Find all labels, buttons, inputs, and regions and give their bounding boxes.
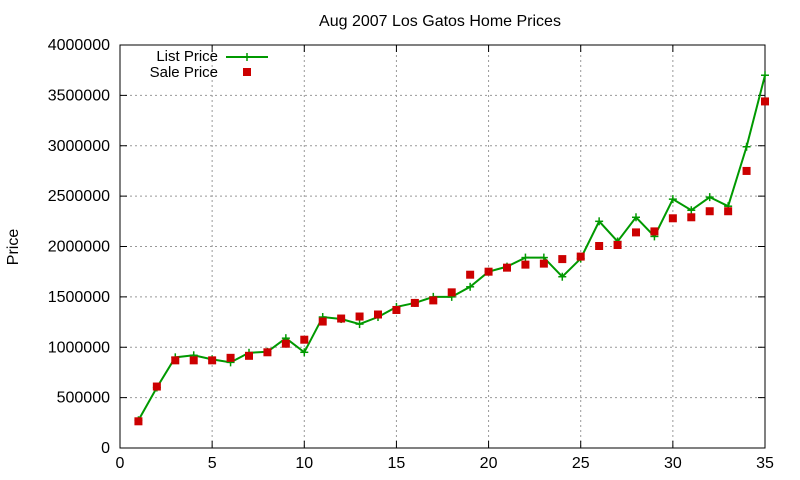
list-price-line: [137, 74, 766, 421]
axes: [119, 44, 766, 449]
y-tick-label: 3500000: [48, 87, 110, 104]
y-tick-label: 2500000: [48, 188, 110, 205]
sale-price-point: [429, 296, 438, 305]
sale-price-point: [761, 97, 769, 106]
x-tick-label: 15: [388, 455, 406, 472]
sale-price-point: [558, 255, 567, 264]
sale-price-point: [355, 312, 364, 321]
list-price-point: [632, 213, 640, 222]
list-price-point: [300, 348, 309, 357]
sale-price-point: [208, 356, 217, 365]
list-price-point: [668, 195, 677, 204]
sale-price-point: [503, 263, 511, 272]
list-price-point: [558, 272, 567, 281]
sale-price-point: [595, 241, 604, 250]
list-price-point: [355, 320, 364, 329]
sale-price-point: [318, 317, 327, 326]
chart-title: Aug 2007 Los Gatos Home Prices: [319, 13, 561, 30]
data-series: [134, 71, 769, 426]
sale-price-point: [410, 298, 419, 307]
sale-price-point: [226, 353, 235, 362]
sale-price-point: [392, 305, 401, 314]
sale-price-point: [300, 335, 309, 344]
sale-price-point: [263, 348, 272, 357]
sale-price-point: [632, 228, 640, 237]
x-tick-label: 0: [116, 455, 125, 472]
x-tick-label: 5: [208, 455, 217, 472]
y-tick-label: 1500000: [48, 289, 110, 306]
list-price-point: [761, 71, 769, 80]
sale-price-point: [521, 260, 530, 269]
sale-price-point: [152, 382, 161, 391]
y-tick-label: 1000000: [48, 339, 110, 356]
sale-price-point: [484, 267, 493, 276]
sale-price-point: [668, 214, 677, 223]
legend-list-price-marker: [243, 53, 251, 61]
grid-lines: [119, 44, 766, 449]
sale-price-point: [171, 356, 180, 365]
sale-price-point: [705, 207, 714, 216]
x-tick-label: 35: [756, 455, 774, 472]
list-price-point: [742, 142, 751, 151]
sale-price-point: [539, 259, 548, 268]
legend: List Price Sale Price: [150, 48, 268, 81]
sale-price-point: [447, 288, 456, 297]
list-price-point: [521, 253, 530, 262]
list-price-point: [466, 282, 475, 291]
y-tick-label: 0: [101, 440, 110, 457]
sale-price-point: [134, 417, 143, 426]
y-tick-label: 500000: [57, 390, 110, 407]
y-tick-label: 3000000: [48, 138, 110, 155]
y-tick-label: 2000000: [48, 239, 110, 256]
y-tick-label: 4000000: [48, 37, 110, 54]
sale-price-point: [613, 240, 622, 249]
sale-price-point: [724, 207, 733, 216]
tick-labels: 0 5 10 15 20 25 30 35 0 500000 1000000 1500000 20000…: [48, 37, 774, 472]
sale-price-point: [576, 252, 585, 261]
sale-price-point: [337, 314, 346, 323]
x-tick-label: 20: [480, 455, 498, 472]
x-tick-label: 10: [295, 455, 313, 472]
sale-price-point: [374, 310, 382, 319]
legend-sale-price-label: Sale Price: [150, 64, 218, 81]
sale-price-point: [245, 351, 253, 360]
sale-price-point: [466, 270, 475, 279]
list-price-point: [687, 206, 696, 215]
legend-list-price-label: List Price: [156, 48, 218, 65]
sale-price-point: [742, 166, 751, 175]
sale-price-point: [687, 213, 696, 222]
sale-price-point: [650, 227, 659, 236]
y-axis-label: Price: [5, 229, 22, 266]
x-tick-label: 30: [664, 455, 682, 472]
legend-sale-price-marker: [243, 68, 251, 76]
sale-price-point: [189, 356, 198, 365]
list-price-point: [705, 193, 714, 202]
sale-price-point: [281, 339, 290, 348]
list-price-point: [595, 217, 604, 226]
x-tick-label: 25: [572, 455, 590, 472]
